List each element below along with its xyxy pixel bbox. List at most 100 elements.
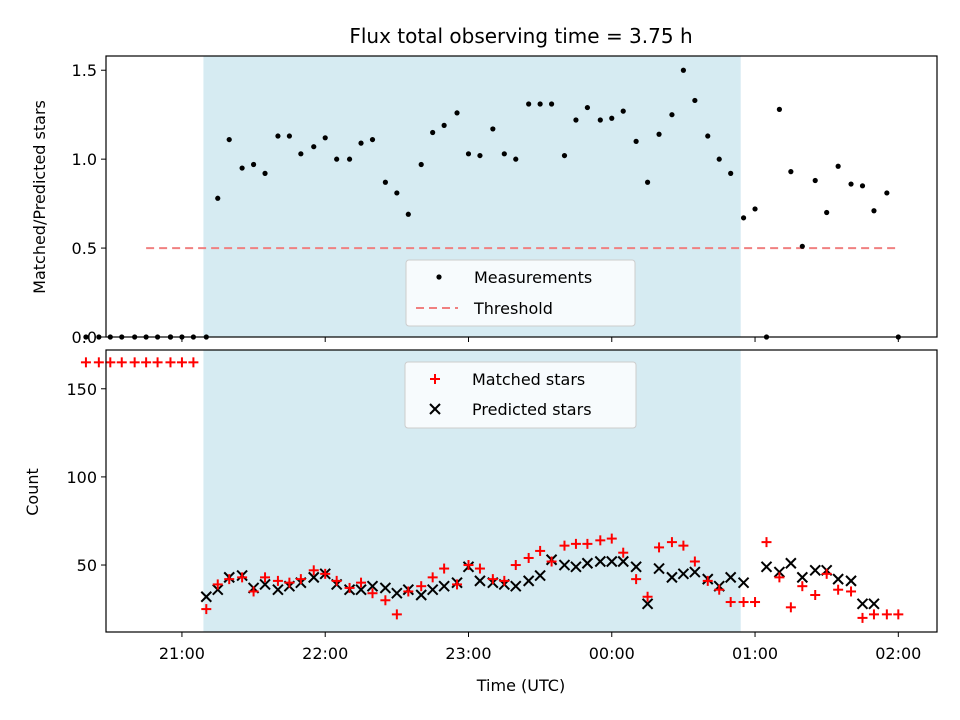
measurement-point	[405, 211, 411, 217]
measurement-point	[669, 112, 675, 118]
measurement-point	[871, 208, 877, 214]
predicted-point	[760, 561, 773, 573]
predicted-point	[581, 557, 594, 569]
matched-point	[857, 612, 868, 623]
matched-point	[666, 537, 677, 548]
predicted-point	[796, 571, 809, 584]
measurement-point	[740, 215, 747, 221]
measurement-point	[286, 133, 292, 139]
top-plot-frame	[105, 55, 938, 338]
measurement-point	[788, 169, 794, 175]
measurement-point	[526, 101, 532, 107]
measurement-point	[501, 151, 507, 157]
legend-predicted-label: Predicted stars	[472, 400, 592, 419]
matched-point	[642, 591, 653, 602]
top-y-ticks: 0.00.51.01.5	[72, 61, 106, 347]
matched-point	[152, 357, 163, 368]
predicted-point	[558, 559, 571, 571]
predicted-point	[272, 583, 284, 596]
matched-point	[535, 545, 546, 556]
matched-point	[260, 572, 271, 583]
measurement-point	[776, 106, 782, 112]
measurement-point	[609, 115, 615, 121]
measurement-point	[275, 133, 281, 139]
measurement-point	[418, 161, 424, 168]
bottom-legend: Matched stars Predicted stars	[404, 361, 637, 429]
matched-point	[105, 357, 116, 368]
measurement-point	[239, 165, 245, 171]
matched-point	[237, 572, 248, 583]
matched-point	[595, 535, 606, 546]
measurement-point	[430, 129, 436, 136]
top-y-tick-label: 0.5	[72, 239, 97, 258]
matched-point	[129, 357, 140, 368]
measurement-point	[835, 163, 841, 169]
measurement-point	[465, 151, 472, 157]
matched-point	[295, 574, 306, 585]
legend-matched-marker	[430, 374, 440, 384]
matched-point	[893, 609, 904, 620]
predicted-point	[832, 573, 844, 585]
predicted-point	[534, 569, 546, 582]
matched-point	[570, 538, 581, 549]
matched-point	[785, 602, 796, 613]
measurement-point	[369, 136, 376, 143]
measurement-point	[597, 117, 603, 123]
matched-point	[116, 357, 127, 368]
measurement-point	[812, 177, 818, 184]
measurement-point	[513, 156, 519, 162]
matched-point	[93, 357, 104, 368]
measurement-point	[848, 181, 854, 187]
matched-point	[606, 533, 617, 544]
predicted-point	[200, 591, 213, 603]
measurement-points	[83, 67, 901, 340]
predicted-point	[366, 580, 379, 592]
measurement-point	[799, 243, 805, 249]
matched-point	[774, 572, 785, 583]
x-tick-label: 02:00	[875, 644, 921, 663]
measurement-point	[705, 133, 711, 139]
x-tick-label: 23:00	[445, 644, 491, 663]
top-y-axis-label: Matched/Predicted stars	[30, 100, 49, 294]
predicted-point	[259, 578, 271, 591]
matched-point	[331, 575, 342, 586]
top-legend: Measurements Threshold	[405, 259, 636, 327]
matched-point	[725, 597, 736, 608]
legend-predicted-marker	[429, 403, 441, 415]
measurement-point	[311, 144, 317, 150]
measurement-point	[83, 334, 89, 340]
predicted-point	[689, 566, 701, 578]
matched-point	[487, 574, 498, 585]
legend-measurements-marker	[436, 274, 442, 280]
measurement-point	[215, 195, 221, 201]
measurement-point	[884, 190, 890, 196]
matched-point	[367, 588, 378, 599]
measurement-point	[454, 110, 460, 116]
predicted-point	[809, 564, 821, 577]
matched-point	[474, 563, 485, 574]
measurement-point	[250, 161, 257, 168]
measurement-point	[262, 170, 268, 176]
predicted-point	[845, 575, 857, 587]
predicted-point	[426, 583, 439, 596]
matched-point	[248, 586, 259, 597]
matched-point	[510, 560, 521, 571]
matched-point	[750, 597, 761, 608]
chart-title: Flux total observing time = 3.75 h	[349, 24, 692, 48]
matched-point	[618, 547, 629, 558]
matched-point	[463, 560, 474, 571]
x-tick-label: 22:00	[302, 644, 348, 663]
predicted-point	[785, 557, 797, 569]
bottom-plot-frame	[105, 349, 938, 633]
measurement-point	[322, 135, 328, 141]
predicted-point	[606, 555, 618, 568]
matched-point	[427, 572, 438, 583]
matched-point	[403, 586, 414, 597]
predicted-point	[630, 561, 642, 573]
matched-point	[761, 537, 772, 548]
predicted-point	[677, 568, 690, 580]
matched-point	[833, 584, 844, 595]
predicted-point	[474, 575, 486, 587]
matched-point	[678, 540, 689, 551]
